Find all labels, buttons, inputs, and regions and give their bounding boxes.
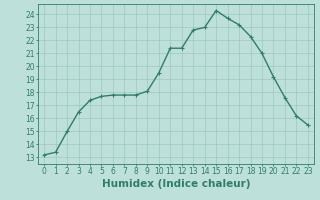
X-axis label: Humidex (Indice chaleur): Humidex (Indice chaleur) xyxy=(102,179,250,189)
